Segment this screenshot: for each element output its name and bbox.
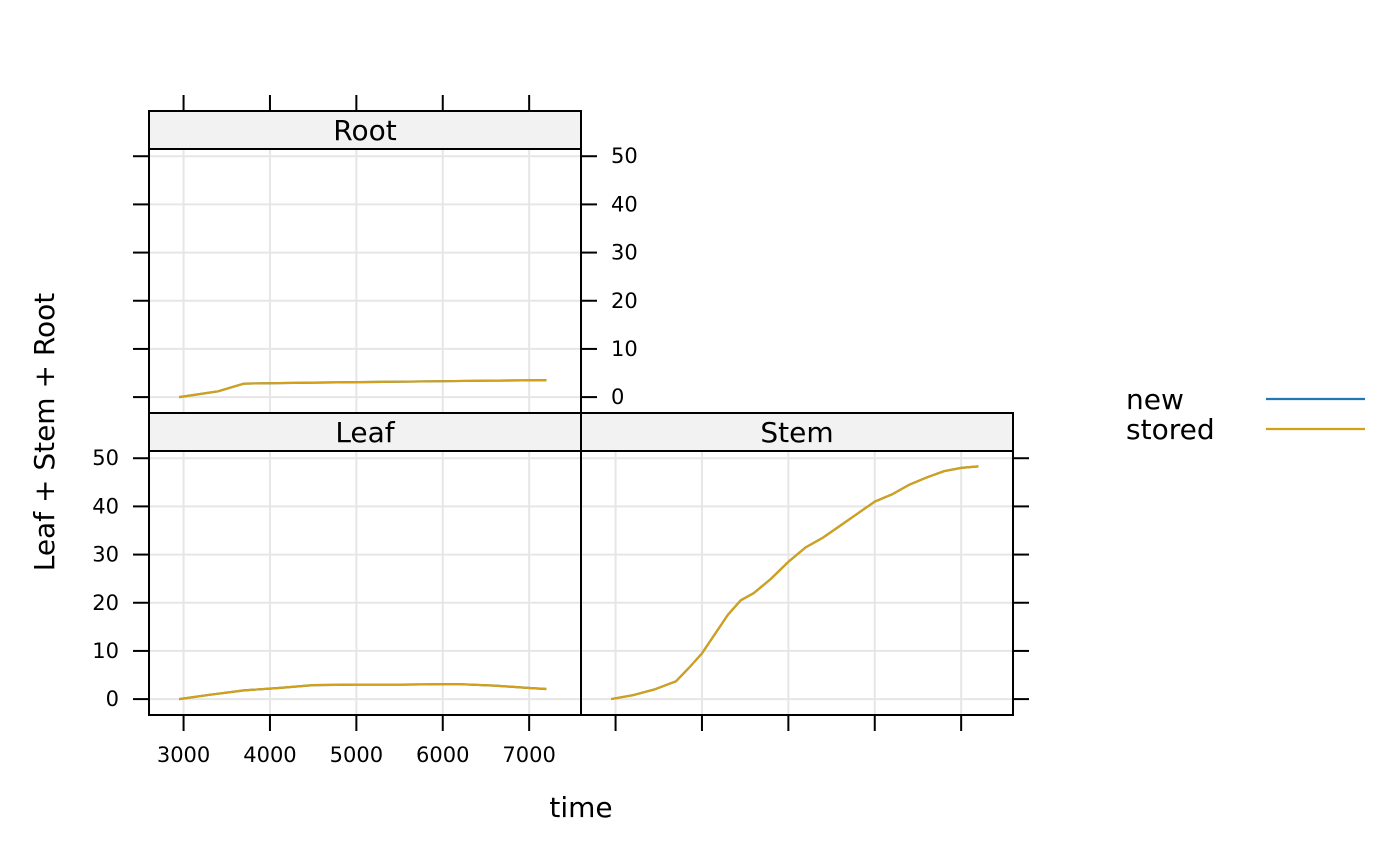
series-line-leaf-stored: [179, 683, 547, 701]
y-axis-title: Leaf + Stem + Root: [28, 293, 61, 572]
plot-frame-root: [148, 148, 582, 414]
legend-label-stored: stored: [1126, 413, 1215, 446]
x-tick-label-2: 5000: [330, 743, 383, 767]
y-tick-label-right-2: 20: [611, 289, 638, 313]
strip-leaf: [148, 412, 582, 452]
strip-label-stem: Stem: [760, 416, 833, 449]
y-tick-label-right-0: 0: [611, 385, 624, 409]
y-tick-label-right-3: 30: [611, 241, 638, 265]
panel-leaf: Leaf: [148, 412, 582, 716]
x-tick-label-3: 6000: [416, 743, 469, 767]
series-line-stem-stored: [611, 465, 979, 701]
y-tick-label-left-3: 30: [92, 543, 119, 567]
x-tick-label-4: 7000: [502, 743, 555, 767]
plot-frame-stem: [580, 450, 1014, 716]
y-tick-label-right-4: 40: [611, 192, 638, 216]
panel-root: Root: [148, 110, 582, 414]
plot-frame-leaf: [148, 450, 582, 716]
x-tick-label-0: 3000: [157, 743, 210, 767]
panels-layer: Root Leaf Stem: [148, 110, 1014, 716]
panel-stem: Stem: [580, 412, 1014, 716]
series-line-stem-new: [611, 465, 979, 701]
y-tick-label-right-5: 50: [611, 144, 638, 168]
y-tick-label-left-5: 50: [92, 446, 119, 470]
strip-label-root: Root: [333, 114, 396, 147]
x-tick-label-1: 4000: [243, 743, 296, 767]
legend-label-new: new: [1126, 383, 1184, 416]
y-tick-label-left-1: 10: [92, 639, 119, 663]
y-tick-label-left-4: 40: [92, 494, 119, 518]
strip-stem: [580, 412, 1014, 452]
y-tick-label-right-1: 10: [611, 337, 638, 361]
series-line-root-stored: [179, 379, 547, 399]
y-tick-label-left-0: 0: [106, 687, 119, 711]
y-tick-label-left-2: 20: [92, 591, 119, 615]
strip-root: [148, 110, 582, 150]
strip-label-leaf: Leaf: [335, 416, 395, 449]
axes-layer: 0 10 20 30 40 50 3000 4000 5000 6000 7000 0 10 20 30 40…: [92, 95, 1029, 767]
x-axis-title: time: [549, 791, 612, 824]
